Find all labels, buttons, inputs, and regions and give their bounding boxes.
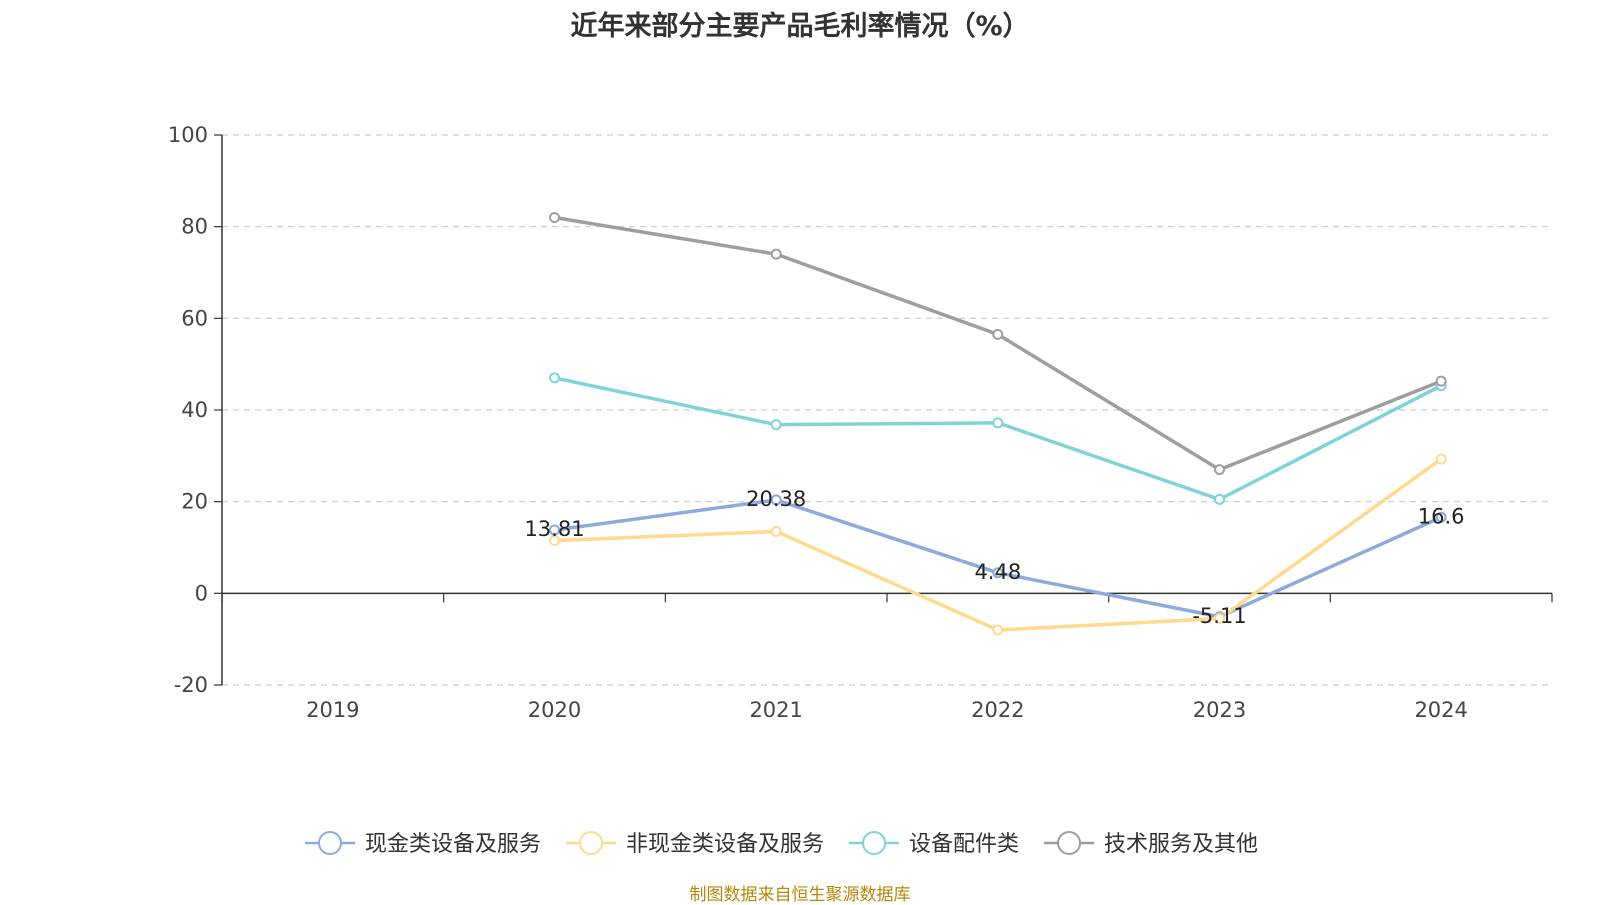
data-labels: 13.81 20.38 4.48 -5.11 16.6 xyxy=(524,487,1464,628)
legend-label: 设备配件类 xyxy=(909,832,1019,857)
legend-marker xyxy=(862,831,887,855)
x-tick-label: 2024 xyxy=(1414,698,1467,722)
legend-marker xyxy=(1057,831,1082,855)
axes xyxy=(214,134,1553,686)
data-label: 20.38 xyxy=(746,487,806,511)
legend-item[interactable]: 非现金类设备及服务 xyxy=(566,831,824,857)
legend: 现金类设备及服务 非现金类设备及服务 设备配件类 技术服务及其他 xyxy=(305,831,1258,857)
data-point[interactable] xyxy=(549,535,560,547)
legend-label: 现金类设备及服务 xyxy=(365,832,541,857)
data-point[interactable] xyxy=(549,524,560,536)
source-note: 制图数据来自恒生聚源数据库 xyxy=(689,885,911,905)
data-point[interactable] xyxy=(1214,464,1225,476)
data-point[interactable] xyxy=(1214,613,1225,625)
legend-item[interactable]: 现金类设备及服务 xyxy=(305,831,541,857)
legend-item[interactable]: 技术服务及其他 xyxy=(1044,831,1258,857)
chart-title: 近年来部分主要产品毛利率情况（%） xyxy=(570,11,1030,42)
y-tick-label: 100 xyxy=(168,123,208,147)
data-point[interactable] xyxy=(1214,493,1225,505)
grid-lines xyxy=(222,134,1552,686)
data-point[interactable] xyxy=(770,494,782,506)
data-point[interactable] xyxy=(992,624,1004,636)
y-tick-label: 0 xyxy=(195,581,208,605)
data-point[interactable] xyxy=(549,372,560,384)
data-point[interactable] xyxy=(1435,453,1447,465)
series-line xyxy=(554,457,1443,632)
data-label: 16.6 xyxy=(1418,504,1465,528)
data-point[interactable] xyxy=(992,328,1004,340)
x-tick-label: 2023 xyxy=(1193,698,1246,722)
y-tick-label: 80 xyxy=(181,215,208,239)
x-tick-label: 2019 xyxy=(306,698,359,722)
y-tick-label: 20 xyxy=(181,490,208,514)
series-points xyxy=(549,212,1447,636)
x-tick-label: 2022 xyxy=(971,698,1024,722)
legend-item[interactable]: 设备配件类 xyxy=(849,831,1019,857)
data-point[interactable] xyxy=(770,248,782,260)
data-point[interactable] xyxy=(992,567,1004,579)
y-tick-label: -20 xyxy=(174,673,208,697)
data-label: 13.81 xyxy=(524,517,584,541)
data-point[interactable] xyxy=(1435,375,1447,387)
x-tick-label: 2021 xyxy=(749,698,802,722)
data-label: -5.11 xyxy=(1192,604,1246,628)
y-tick-label: 60 xyxy=(181,306,208,330)
tick-labels: 100 80 60 40 20 0 -20 2019 2020 2021 2022 2023 2024 xyxy=(168,123,1468,722)
data-point[interactable] xyxy=(992,417,1004,429)
y-tick-label: 40 xyxy=(181,398,208,422)
series-line xyxy=(554,376,1442,502)
legend-label: 技术服务及其他 xyxy=(1104,832,1258,857)
data-point[interactable] xyxy=(770,525,782,537)
data-point[interactable] xyxy=(770,419,782,431)
x-tick-label: 2020 xyxy=(528,698,581,722)
series-line xyxy=(554,215,1442,472)
legend-marker xyxy=(318,831,342,855)
data-point[interactable] xyxy=(1435,511,1447,523)
data-label: 4.48 xyxy=(974,560,1021,584)
data-point[interactable] xyxy=(549,212,560,223)
legend-label: 非现金类设备及服务 xyxy=(626,832,824,857)
legend-marker xyxy=(579,831,604,855)
series-line xyxy=(554,498,1442,619)
